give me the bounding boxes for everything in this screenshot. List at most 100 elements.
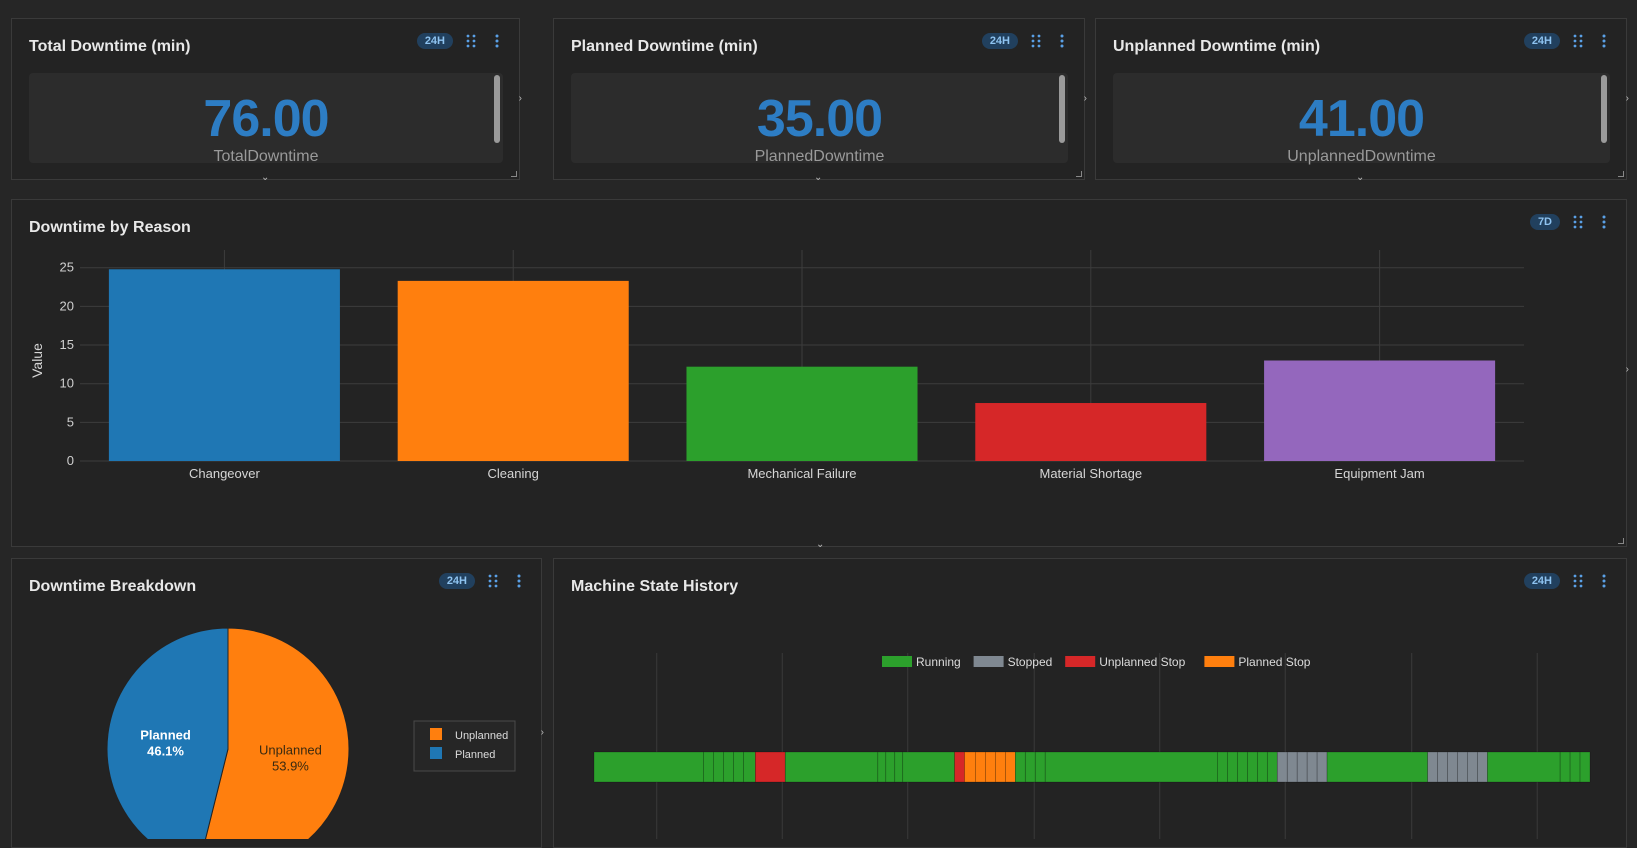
stat-panel-total-downtime: Total Downtime (min) 24H 76.00 TotalDown… — [11, 18, 522, 183]
stat-panel-unplanned-downtime: Unplanned Downtime (min) 24H 41.00 Unpla… — [1095, 18, 1629, 183]
drag-handle-icon[interactable] — [1570, 214, 1586, 230]
x-tick-label: Material Shortage — [1039, 466, 1142, 481]
timeline-chart[interactable]: Running Stopped Unplanned Stop Planned Stop — [554, 609, 1626, 839]
time-range-badge[interactable]: 24H — [438, 573, 475, 589]
time-range-badge[interactable]: 24H — [1523, 573, 1560, 589]
panel-actions: 24H — [438, 573, 527, 589]
panel-actions: 24H — [416, 33, 505, 49]
chevron-down-icon[interactable]: ⌄ — [814, 172, 823, 183]
bar — [108, 269, 340, 461]
state-segment — [1487, 751, 1561, 783]
pie-legend: Unplanned Planned — [413, 720, 516, 772]
kebab-menu-icon[interactable] — [489, 33, 505, 49]
panel-actions: 24H — [981, 33, 1070, 49]
legend-swatch — [973, 656, 1004, 667]
state-segment — [1579, 751, 1591, 783]
x-tick-label: Changeover — [189, 466, 260, 481]
state-segment — [1024, 751, 1036, 783]
panel-actions: 7D — [1529, 214, 1612, 230]
chevron-down-icon[interactable]: ⌄ — [816, 539, 825, 550]
state-segment — [1015, 751, 1026, 783]
kebab-menu-icon[interactable] — [1596, 214, 1612, 230]
drag-handle-icon[interactable] — [1028, 33, 1044, 49]
state-segment — [1247, 751, 1258, 783]
state-segment — [703, 751, 714, 783]
state-segment — [1467, 751, 1478, 783]
legend-box — [413, 720, 516, 772]
state-segment — [1437, 751, 1448, 783]
bar — [1264, 360, 1496, 461]
slice-label: Planned — [140, 727, 191, 742]
stat-label: PlannedDowntime — [754, 148, 885, 165]
pie-slice — [204, 627, 350, 839]
legend-swatch — [1065, 656, 1096, 667]
scrollbar-thumb[interactable] — [1059, 75, 1065, 143]
drag-handle-icon[interactable] — [463, 33, 479, 49]
stat-value: 76.00 — [203, 90, 329, 148]
state-segment — [877, 751, 887, 783]
state-segment — [1427, 751, 1438, 783]
y-tick-label: 15 — [60, 337, 74, 352]
kebab-menu-icon[interactable] — [1054, 33, 1070, 49]
chevron-right-icon[interactable]: › — [1625, 364, 1629, 375]
state-segment — [1257, 751, 1268, 783]
slice-percent: 46.1% — [147, 743, 184, 758]
stat-box: 76.00 TotalDowntime — [29, 73, 503, 165]
time-range-badge[interactable]: 24H — [416, 33, 453, 49]
scrollbar-thumb[interactable] — [494, 75, 500, 143]
scrollbar-thumb[interactable] — [1601, 75, 1607, 143]
chevron-right-icon[interactable]: › — [540, 727, 544, 738]
state-segment — [784, 751, 879, 783]
resize-handle[interactable] — [1618, 171, 1624, 177]
state-segment — [733, 751, 744, 783]
state-segment — [723, 751, 734, 783]
slice-label: Unplanned — [259, 743, 322, 758]
kebab-menu-icon[interactable] — [1596, 33, 1612, 49]
panel-downtime-by-reason: Downtime by Reason 7D 0 5 10 15 20 25 Changeov… — [11, 199, 1629, 550]
y-tick-label: 10 — [60, 376, 74, 391]
state-segment — [975, 751, 986, 783]
state-segment — [1457, 751, 1468, 783]
drag-handle-icon[interactable] — [485, 573, 501, 589]
state-segment — [995, 751, 1006, 783]
y-tick-label: 5 — [67, 414, 74, 429]
state-segment — [1266, 751, 1278, 783]
drag-handle-icon[interactable] — [1570, 573, 1586, 589]
bar — [975, 403, 1207, 461]
legend-swatch — [1204, 656, 1235, 667]
pie-chart[interactable]: Unplanned53.9%Planned46.1%UnplannedPlann… — [12, 609, 541, 839]
time-range-badge[interactable]: 24H — [981, 33, 1018, 49]
stat-panel-planned-downtime: Planned Downtime (min) 24H 35.00 Planned… — [553, 18, 1087, 183]
state-segment — [954, 751, 965, 783]
stat-label: UnplannedDowntime — [1287, 148, 1436, 165]
time-range-badge[interactable]: 24H — [1523, 33, 1560, 49]
resize-handle[interactable] — [1618, 538, 1624, 544]
y-axis-label: Value — [29, 343, 45, 378]
panel-machine-state-history: Machine State History 24H Running Stopped… — [553, 558, 1627, 848]
stat-label: TotalDowntime — [213, 148, 319, 165]
state-segment — [713, 751, 724, 783]
legend-label: Planned — [455, 749, 495, 761]
chevron-down-icon[interactable]: ⌄ — [261, 172, 270, 183]
chevron-down-icon[interactable]: ⌄ — [1356, 172, 1365, 183]
state-segment — [593, 751, 704, 783]
stat-value: 41.00 — [1298, 90, 1425, 148]
bar-chart[interactable]: 0 5 10 15 20 25 Changeover Cleaning Mechanical F… — [12, 246, 1626, 546]
drag-handle-icon[interactable] — [1570, 33, 1586, 49]
legend-label: Unplanned — [455, 730, 508, 742]
state-segment — [902, 751, 955, 783]
legend-label: Unplanned Stop — [1099, 655, 1185, 669]
resize-handle[interactable] — [1076, 171, 1082, 177]
chevron-right-icon[interactable]: › — [1625, 93, 1629, 104]
slice-percent: 53.9% — [272, 759, 309, 774]
state-segment — [1286, 751, 1298, 783]
legend-swatch — [430, 747, 442, 759]
kebab-menu-icon[interactable] — [1596, 573, 1612, 589]
state-segment — [1237, 751, 1248, 783]
chevron-right-icon[interactable]: › — [518, 93, 522, 104]
resize-handle[interactable] — [511, 171, 517, 177]
kebab-menu-icon[interactable] — [511, 573, 527, 589]
state-segment — [1559, 751, 1571, 783]
time-range-badge[interactable]: 7D — [1529, 214, 1560, 230]
chevron-right-icon[interactable]: › — [1083, 93, 1087, 104]
